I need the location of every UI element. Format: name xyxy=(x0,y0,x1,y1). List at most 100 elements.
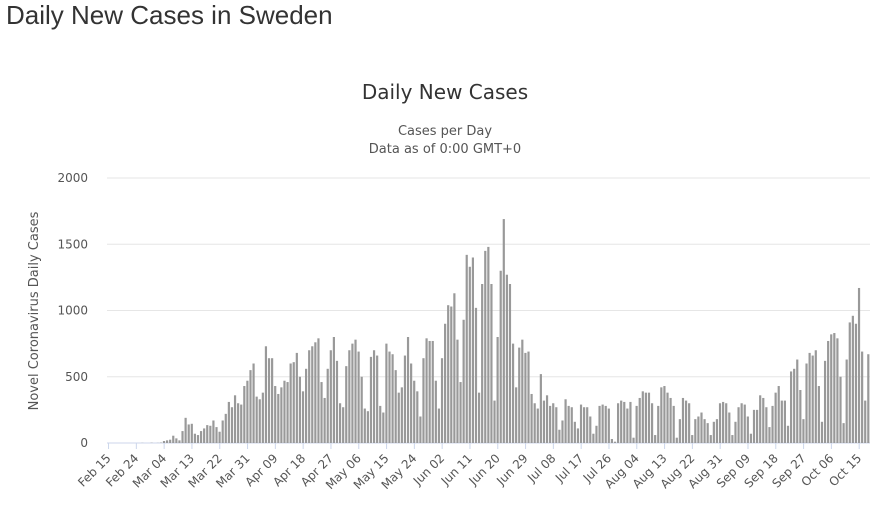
bar xyxy=(360,376,363,443)
bar xyxy=(394,370,397,443)
bar xyxy=(468,266,471,443)
bar xyxy=(635,405,638,443)
bar xyxy=(481,284,484,443)
bar xyxy=(536,408,539,443)
bar xyxy=(314,342,317,443)
bar xyxy=(295,352,298,443)
bar xyxy=(416,391,419,443)
bar xyxy=(632,437,635,443)
bar xyxy=(601,404,604,443)
bar xyxy=(786,425,790,443)
bar xyxy=(484,250,487,443)
bar xyxy=(694,419,697,443)
bar xyxy=(422,358,425,443)
bar xyxy=(428,340,431,443)
bar xyxy=(233,395,237,443)
x-tick-label: Jun 20 xyxy=(466,451,503,488)
bar xyxy=(521,339,524,443)
bar xyxy=(372,350,376,443)
bar xyxy=(734,421,737,443)
bar xyxy=(326,368,329,443)
bar xyxy=(527,351,530,443)
chart-title: Daily New Cases xyxy=(362,80,528,104)
bar xyxy=(431,340,434,443)
bar xyxy=(419,416,422,443)
bar xyxy=(462,319,465,443)
bar xyxy=(249,370,252,443)
bar xyxy=(267,358,271,443)
bar xyxy=(298,376,302,443)
bar xyxy=(854,323,858,443)
bar xyxy=(515,387,518,443)
bar xyxy=(406,337,410,443)
bar xyxy=(799,390,802,443)
bar xyxy=(657,405,660,443)
bar xyxy=(320,382,323,443)
bar xyxy=(777,386,780,443)
bar xyxy=(842,423,845,443)
bar xyxy=(434,380,437,443)
bar xyxy=(410,363,413,443)
bar xyxy=(613,441,617,443)
bars xyxy=(141,219,870,443)
bar xyxy=(317,338,320,443)
bar xyxy=(240,404,243,443)
bar xyxy=(400,387,403,443)
bar xyxy=(817,386,820,443)
bar xyxy=(437,408,441,443)
bar xyxy=(332,337,335,443)
bar xyxy=(264,346,268,443)
bar xyxy=(740,403,743,443)
bar xyxy=(839,376,842,443)
bar xyxy=(718,403,722,443)
bar xyxy=(749,433,753,443)
bar xyxy=(388,351,391,443)
bar xyxy=(382,412,385,443)
bar xyxy=(604,405,607,443)
bar xyxy=(237,403,240,443)
bar xyxy=(567,405,570,443)
bar xyxy=(539,374,542,443)
bar xyxy=(292,362,295,443)
bar xyxy=(413,380,416,443)
bar xyxy=(308,350,311,443)
bar xyxy=(511,343,515,443)
bar xyxy=(672,405,675,443)
bar xyxy=(181,431,184,443)
bar xyxy=(805,363,808,443)
bar xyxy=(366,411,369,443)
bar xyxy=(703,419,706,443)
bar xyxy=(274,386,277,443)
bar xyxy=(255,396,258,443)
bar xyxy=(545,395,549,443)
bar xyxy=(780,400,783,443)
bar xyxy=(459,382,462,443)
bar xyxy=(351,343,354,443)
bar xyxy=(579,404,583,443)
bar xyxy=(206,425,209,443)
bar xyxy=(691,435,694,443)
bar xyxy=(857,287,861,443)
bar xyxy=(524,352,527,443)
bar xyxy=(444,323,447,443)
bar xyxy=(286,382,289,443)
bar xyxy=(508,284,512,443)
bar xyxy=(450,306,453,443)
bar xyxy=(558,429,561,443)
y-tick-label: 2000 xyxy=(57,171,88,185)
bar xyxy=(230,407,234,443)
bar xyxy=(836,338,839,443)
bar xyxy=(675,437,678,443)
bar xyxy=(505,274,508,443)
bar xyxy=(570,407,573,443)
bar xyxy=(867,354,870,443)
bar xyxy=(280,387,283,443)
bar xyxy=(178,440,181,443)
bar xyxy=(283,380,286,443)
bar xyxy=(715,419,719,443)
bar xyxy=(564,399,567,443)
bar xyxy=(722,401,725,443)
bar xyxy=(456,339,459,443)
bar xyxy=(737,407,740,443)
